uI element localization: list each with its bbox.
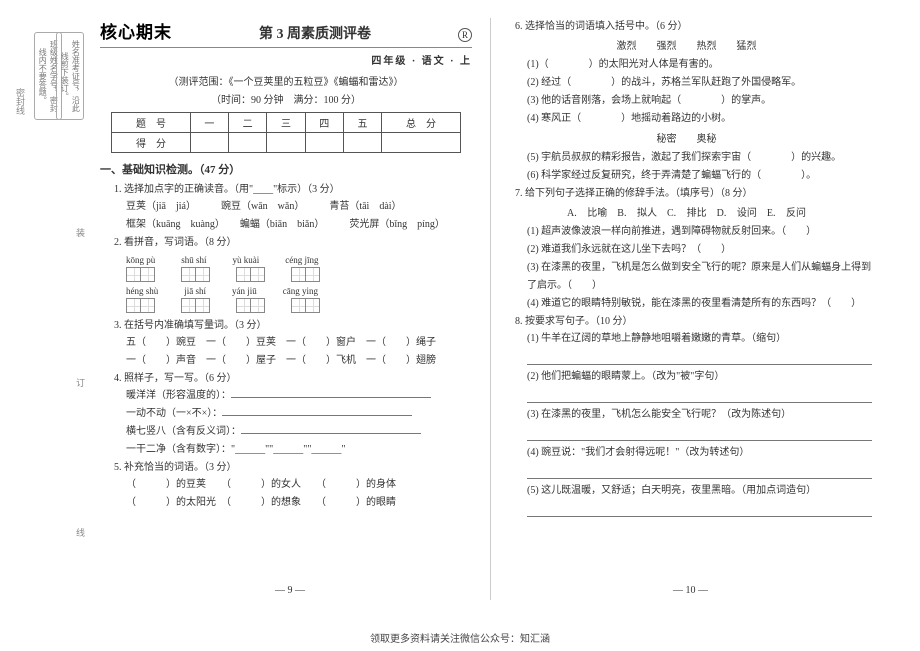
score-h-2: 二 (229, 113, 267, 133)
q1-row1: 豆荚（jiā jiá） 豌豆（wān wǎn） 青苔（tāi dài） (126, 198, 472, 216)
q4-c: 横七竖八（含有反义词）： (126, 423, 472, 441)
q7-1: (1) 超声波像波浪一样向前推进，遇到障碍物就反射回来。（ ） (527, 223, 872, 241)
masthead: 核心期末 第 3 周素质测评卷 R (100, 18, 472, 48)
q7-2: (2) 难道我们永远就在这儿坐下去吗？（ ） (527, 241, 872, 259)
score-cell[interactable] (267, 133, 305, 153)
seal-label: 密封线 (14, 88, 27, 115)
q6-6: (6) 科学家经过反复研究，终于弄清楚了蝙蝠飞行的（ ）。 (527, 167, 872, 185)
q4-stem: 4. 照样子，写一写。（6 分） (114, 370, 472, 387)
q2-pinyin-2: héng shù jiā shí yán jiū cāng ying (126, 286, 472, 296)
answer-line[interactable] (527, 351, 872, 365)
q3-l2: 一（ ）声音 一（ ）屋子 一（ ）飞机 一（ ）翅膀 (126, 352, 472, 370)
score-h-5: 五 (343, 113, 381, 133)
score-cell[interactable] (190, 133, 228, 153)
section-1-head: 一、基础知识检测。（47 分） (100, 161, 472, 177)
q2-pinyin-1: kōng pù shū shí yù kuài céng jīng (126, 255, 472, 265)
q3-stem: 3. 在括号内准确填写量词。（3 分） (114, 317, 472, 334)
q3-l1: 五（ ）豌豆 一（ ）豆荚 一（ ）窗户 一（ ）绳子 (126, 334, 472, 352)
bind-xian: 线 (74, 528, 87, 537)
q5-l2: （ ）的太阳光 （ ）的想象 （ ）的眼睛 (126, 494, 472, 512)
q2-stem: 2. 看拼音，写词语。（8 分） (114, 234, 472, 251)
q8-3: (3) 在漆黑的夜里，飞机怎么能安全飞行呢？（改为陈述句） (527, 406, 872, 424)
score-h-0: 题 号 (112, 113, 191, 133)
binding-margin: 班级姓名学号，密封线内不要答题。 姓名准考证号，沿此线剪下装订。 密封线 装 订… (0, 18, 90, 600)
reg-mark: R (458, 28, 472, 42)
q7-4: (4) 难道它的眼睛特别敏锐，能在漆黑的夜里看清楚所有的东西吗？（ ） (527, 295, 872, 313)
bind-ding: 订 (74, 378, 87, 387)
q6-4: (4) 寒风正（ ）地摇动着路边的小树。 (527, 110, 872, 128)
q7-3: (3) 在漆黑的夜里，飞机是怎么做到安全飞行的呢？原来是人们从蝙蝠身上得到了启示… (527, 259, 872, 295)
page-num-right: — 10 — (491, 585, 890, 596)
footer-text: 领取更多资料请关注微信公众号：知汇涵 (0, 630, 920, 645)
q8-5: (5) 这儿既温暖，又舒适；白天明亮，夜里黑暗。（用加点词造句） (527, 482, 872, 500)
score-cell[interactable] (305, 133, 343, 153)
q4-a: 暖洋洋（形容温度的）： (126, 387, 472, 405)
q8-stem: 8. 按要求写句子。（10 分） (515, 313, 872, 330)
margin-box-2: 姓名准考证号，沿此线剪下装订。 (56, 32, 84, 120)
q5-l1: （ ）的豆荚 （ ）的女人 （ ）的身体 (126, 476, 472, 494)
score-cell[interactable] (343, 133, 381, 153)
q6-2: (2) 经过（ ）的战斗，苏格兰军队赶跑了外国侵略军。 (527, 74, 872, 92)
q7-stem: 7. 给下列句子选择正确的修辞手法。（填序号）（8 分） (515, 185, 872, 202)
answer-line[interactable] (527, 389, 872, 403)
q8-2: (2) 他们把蝙蝠的眼睛蒙上。（改为"被"字句） (527, 368, 872, 386)
brand-logo: 核心期末 (100, 18, 172, 43)
scope-line: （测评范围：《一个豆荚里的五粒豆》《蝙蝠和雷达》） (100, 73, 472, 88)
q4-b: 一动不动（一×不×）： (126, 405, 472, 423)
q6-opts: 激烈 强烈 热烈 猛烈 (501, 37, 872, 52)
score-cell[interactable] (382, 133, 461, 153)
score-h-1: 一 (190, 113, 228, 133)
score-cell[interactable] (229, 133, 267, 153)
page-left: 核心期末 第 3 周素质测评卷 R 四年级 · 语文 · 上 （测评范围：《一个… (90, 18, 490, 600)
q7-opts: A. 比喻 B. 拟人 C. 排比 D. 设问 E. 反问 (501, 204, 872, 219)
q2-grid-1[interactable] (126, 267, 472, 282)
q8-1: (1) 牛羊在辽阔的草地上静静地咀嚼着嫩嫩的青草。（缩句） (527, 330, 872, 348)
q6-5: (5) 宇航员叔叔的精彩报告，激起了我们探索宇宙（ ）的兴趣。 (527, 149, 872, 167)
score-table: 题 号 一 二 三 四 五 总 分 得 分 (111, 112, 461, 153)
page-right: 6. 选择恰当的词语填入括号中。（6 分） 激烈 强烈 热烈 猛烈 (1)（ ）… (490, 18, 890, 600)
answer-line[interactable] (527, 427, 872, 441)
q6-opts2: 秘密 奥秘 (501, 130, 872, 145)
q6-1: (1)（ ）的太阳光对人体是有害的。 (527, 56, 872, 74)
subject-line: 四年级 · 语文 · 上 (100, 52, 472, 67)
score-h-3: 三 (267, 113, 305, 133)
q6-3: (3) 他的话音刚落，会场上就响起（ ）的掌声。 (527, 92, 872, 110)
answer-line[interactable] (527, 465, 872, 479)
score-row-label: 得 分 (112, 133, 191, 153)
q8-4: (4) 豌豆说："我们才会射得远呢！"（改为转述句） (527, 444, 872, 462)
q5-stem: 5. 补充恰当的词语。（3 分） (114, 459, 472, 476)
score-h-4: 四 (305, 113, 343, 133)
q1-stem: 1. 选择加点字的正确读音。（用"____"标示）（3 分） (114, 181, 472, 198)
score-h-6: 总 分 (382, 113, 461, 133)
timing-line: （时间：90 分钟 满分：100 分） (100, 91, 472, 106)
paper-title: 第 3 周素质测评卷 (259, 23, 371, 43)
q2-grid-2[interactable] (126, 298, 472, 313)
q6-stem: 6. 选择恰当的词语填入括号中。（6 分） (515, 18, 872, 35)
bind-zhuang: 装 (74, 228, 87, 237)
page-num-left: — 9 — (90, 585, 490, 596)
answer-line[interactable] (527, 503, 872, 517)
q4-d: 一干二净（含有数字）："______""______""______" (126, 441, 472, 459)
q1-row2: 框架（kuāng kuàng） 蝙蝠（biān biǎn） 荧光屏（bǐng p… (126, 216, 472, 234)
